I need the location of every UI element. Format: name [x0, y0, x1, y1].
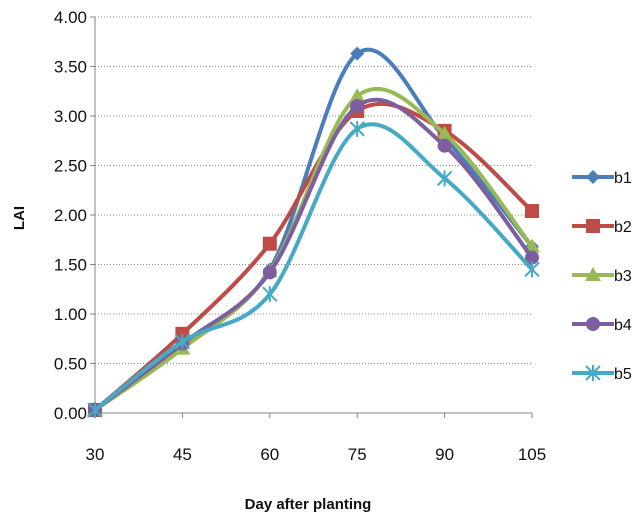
y-tick-label: 0.50: [54, 355, 87, 374]
y-tick-label: 1.50: [54, 256, 87, 275]
legend-item-b2: b2: [572, 219, 632, 236]
legend-marker-b5: [585, 365, 601, 381]
y-axis-title: LAI: [11, 206, 28, 230]
gridlines: [95, 16, 532, 364]
legend-item-b4: b4: [572, 317, 632, 334]
y-tick-label: 2.50: [54, 157, 87, 176]
data-point-b4: [262, 265, 277, 280]
data-point-b5: [174, 333, 191, 350]
y-tick-labels: 0.00 0.50 1.00 1.50 2.00 2.50 3.00 3.50 4.00: [54, 8, 87, 423]
data-point-b3: [436, 125, 453, 140]
data-point-b4: [525, 250, 539, 265]
legend-marker-b4: [586, 317, 600, 331]
y-tick-label: 0.00: [54, 404, 87, 423]
legend-marker-b2: [586, 219, 600, 233]
legend-item-b3: b3: [572, 267, 632, 285]
data-point-b1: [350, 46, 365, 61]
x-tick-label: 75: [348, 445, 367, 464]
y-tick-label: 2.00: [54, 206, 87, 225]
data-point-b3: [349, 88, 366, 103]
x-tick-labels: 30 45 60 75 90 105: [86, 445, 547, 464]
data-point-b5: [349, 120, 365, 137]
x-tick-label: 60: [260, 445, 279, 464]
y-tick-label: 3.50: [54, 58, 87, 77]
legend-item-b5: b5: [572, 365, 632, 383]
x-tick-label: 90: [435, 445, 454, 464]
y-tick-label: 4.00: [54, 8, 87, 27]
x-tick-label: 30: [86, 445, 105, 464]
data-point-b2: [262, 236, 277, 251]
legend: b1 b2 b3 b4 b5: [572, 170, 632, 383]
legend-marker-b3: [585, 267, 601, 281]
legend-label-b4: b4: [614, 317, 632, 334]
y-tick-label: 3.00: [54, 107, 87, 126]
data-point-b5: [524, 261, 540, 278]
data-point-b4: [350, 99, 365, 114]
data-point-b2: [525, 204, 539, 219]
legend-label-b5: b5: [614, 366, 632, 383]
y-tick-label: 1.00: [54, 305, 87, 324]
series-lines: [87, 46, 540, 419]
data-point-b4: [437, 138, 452, 153]
legend-item-b1: b1: [572, 170, 632, 187]
legend-label-b3: b3: [614, 268, 632, 285]
data-point-b5: [87, 402, 103, 419]
x-axis-title: Day after planting: [245, 496, 372, 513]
x-tick-label: 105: [518, 445, 546, 464]
legend-marker-b1: [586, 170, 600, 184]
data-point-b5: [262, 286, 278, 303]
legend-label-b1: b1: [614, 170, 632, 187]
legend-label-b2: b2: [614, 219, 632, 236]
x-tick-label: 45: [173, 445, 192, 464]
data-point-b5: [436, 170, 453, 187]
series-b5: [87, 120, 540, 419]
